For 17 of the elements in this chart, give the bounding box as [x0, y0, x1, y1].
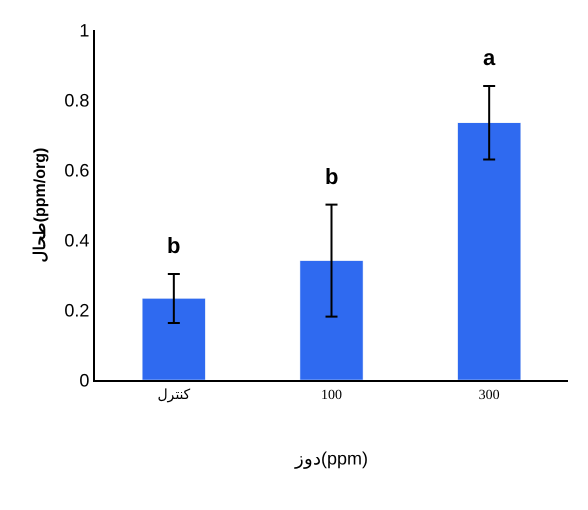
x-tick-label: 100 — [321, 388, 342, 403]
bar — [300, 260, 364, 380]
y-axis-title: طحال(ppm/org) — [32, 148, 49, 262]
y-tick-label: 0.6 — [64, 160, 90, 180]
y-tick-label: 0.8 — [64, 90, 90, 110]
y-tick-label: 0.2 — [64, 300, 90, 320]
x-tick-label: 300 — [478, 388, 500, 403]
y-tick-label: 0.4 — [64, 230, 90, 250]
annotation: b — [325, 164, 338, 189]
bar — [457, 122, 521, 380]
annotation: b — [167, 233, 180, 258]
y-tick-label: 1 — [79, 20, 90, 40]
y-tick-label: 0 — [79, 370, 90, 390]
bar — [142, 298, 206, 380]
x-tick-label: کنترل — [157, 388, 190, 403]
annotation: a — [483, 45, 496, 70]
x-axis-title: دوز(ppm) — [294, 448, 368, 470]
